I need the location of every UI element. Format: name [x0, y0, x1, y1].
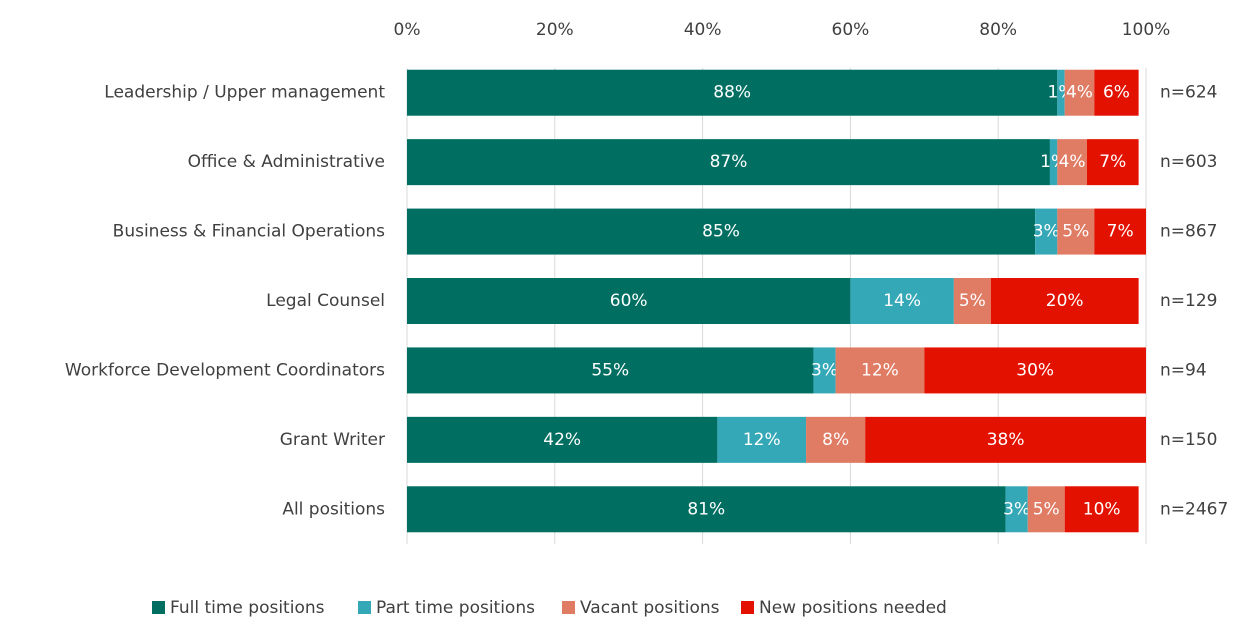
data-label: 5%: [959, 291, 986, 311]
sample-size: n=150: [1160, 430, 1217, 450]
data-label: 14%: [883, 291, 921, 311]
bar-segment: [407, 278, 851, 324]
bar-segment: [806, 416, 866, 463]
x-tick-label: 0%: [394, 20, 421, 40]
bar-segment: [953, 278, 991, 324]
bar-segment: [407, 139, 1050, 186]
data-label: 81%: [687, 499, 725, 519]
data-label: 6%: [1103, 83, 1130, 103]
data-label: 7%: [1099, 152, 1126, 172]
bar-segment: [1035, 208, 1058, 255]
category-label: Legal Counsel: [266, 291, 385, 311]
sample-size: n=867: [1160, 222, 1217, 242]
bar-segment: [850, 278, 954, 324]
legend-label: New positions needed: [759, 598, 947, 618]
data-label: 88%: [713, 83, 751, 103]
bar-segment: [407, 208, 1036, 255]
sample-size: n=129: [1160, 291, 1217, 311]
bar-segment: [1086, 139, 1139, 186]
bar-segment: [1057, 139, 1087, 186]
sample-size: n=603: [1160, 152, 1217, 172]
bar-segment: [835, 347, 925, 394]
bar-segment: [924, 347, 1146, 394]
data-label: 5%: [1062, 222, 1089, 242]
data-label: 8%: [822, 430, 849, 450]
bar-segment: [1027, 486, 1065, 533]
data-label: 7%: [1107, 222, 1134, 242]
legend-swatch: [562, 601, 575, 614]
data-label: 55%: [591, 360, 629, 380]
data-label: 12%: [861, 360, 899, 380]
sample-size: n=624: [1160, 83, 1217, 103]
sample-size: n=2467: [1160, 499, 1228, 519]
bar-segment: [407, 416, 718, 463]
bar-segment: [1049, 139, 1058, 186]
category-label: Business & Financial Operations: [113, 222, 385, 242]
bar-segment: [990, 278, 1139, 324]
data-label: 87%: [710, 152, 748, 172]
legend-swatch: [358, 601, 371, 614]
data-label: 12%: [743, 430, 781, 450]
x-tick-label: 60%: [832, 20, 870, 40]
legend-label: Full time positions: [170, 598, 325, 618]
bar-segment: [1057, 208, 1095, 255]
legend-swatch: [152, 601, 165, 614]
data-label: 42%: [543, 430, 581, 450]
legend-label: Part time positions: [376, 598, 535, 618]
category-label: Grant Writer: [280, 430, 385, 450]
bar-segment: [1064, 69, 1095, 116]
legend-swatch: [741, 601, 754, 614]
category-label: Workforce Development Coordinators: [65, 360, 385, 380]
bar-segment: [1064, 486, 1139, 533]
data-label: 4%: [1059, 152, 1086, 172]
bar-segment: [717, 416, 807, 463]
data-label: 60%: [610, 291, 648, 311]
data-label: 3%: [811, 360, 838, 380]
data-label: 3%: [1033, 222, 1060, 242]
x-tick-label: 100%: [1122, 20, 1171, 40]
category-label: Leadership / Upper management: [104, 83, 385, 103]
bar-segment: [1094, 208, 1146, 255]
category-label: All positions: [282, 499, 385, 519]
category-label: Office & Administrative: [188, 152, 385, 172]
bar-segment: [407, 347, 814, 394]
bar-segment: [407, 69, 1058, 116]
data-label: 85%: [702, 222, 740, 242]
x-tick-label: 80%: [979, 20, 1017, 40]
bar-segment: [407, 486, 1006, 533]
data-label: 10%: [1083, 499, 1121, 519]
x-tick-label: 40%: [684, 20, 722, 40]
sample-size: n=94: [1160, 360, 1207, 380]
bar-segment: [1005, 486, 1028, 533]
bar-segment: [1057, 69, 1065, 116]
bar-segment: [1094, 69, 1139, 116]
x-tick-label: 20%: [536, 20, 574, 40]
data-label: 3%: [1003, 499, 1030, 519]
data-label: 5%: [1033, 499, 1060, 519]
legend-label: Vacant positions: [580, 598, 720, 618]
data-label: 30%: [1016, 360, 1054, 380]
data-label: 4%: [1066, 83, 1093, 103]
bar-segment: [865, 416, 1146, 463]
bar-segment: [813, 347, 836, 394]
data-label: 20%: [1046, 291, 1084, 311]
data-label: 38%: [987, 430, 1025, 450]
